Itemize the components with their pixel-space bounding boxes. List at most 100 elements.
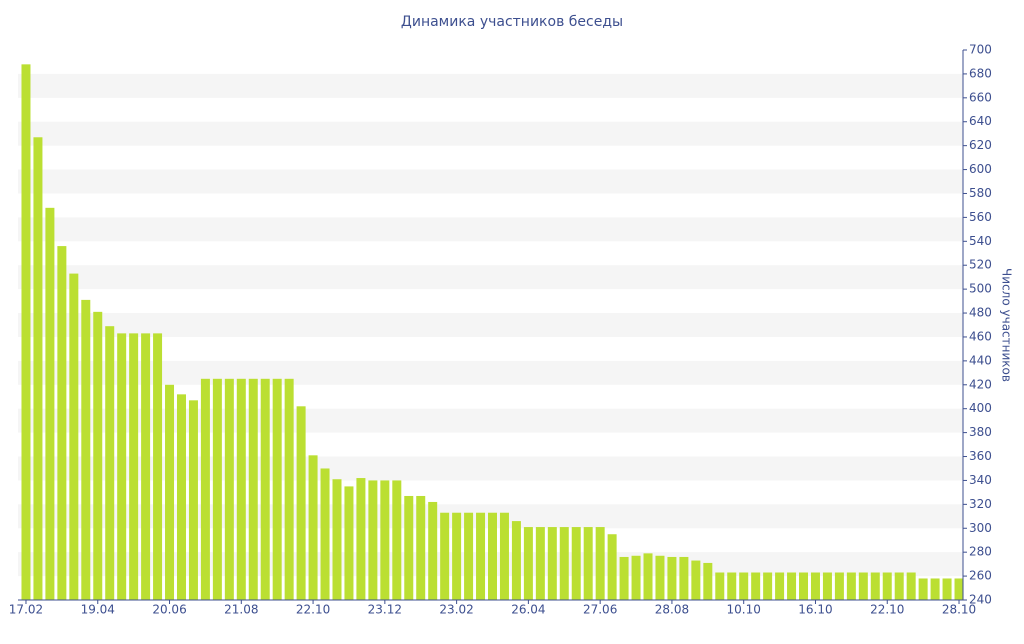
bar xyxy=(69,273,79,600)
bar xyxy=(93,311,103,600)
y-tick-label: 640 xyxy=(969,114,992,128)
bar xyxy=(344,486,354,600)
bar xyxy=(464,512,474,600)
x-tick-label: 16.10 xyxy=(798,603,832,617)
y-tick-label: 540 xyxy=(969,234,992,248)
bar xyxy=(81,299,91,600)
bar xyxy=(236,378,246,600)
x-tick-label: 21.08 xyxy=(224,603,258,617)
bar xyxy=(476,512,486,600)
bar xyxy=(954,578,964,600)
bar xyxy=(930,578,940,600)
bar xyxy=(607,534,617,600)
y-tick-label: 360 xyxy=(969,449,992,463)
bar xyxy=(631,555,641,600)
bar xyxy=(117,333,127,600)
bar xyxy=(559,527,569,600)
bar xyxy=(727,572,737,600)
y-tick-label: 620 xyxy=(969,138,992,152)
y-tick-label: 560 xyxy=(969,210,992,224)
y-tick-label: 280 xyxy=(969,545,992,559)
y-tick-label: 420 xyxy=(969,377,992,391)
y-tick-label: 380 xyxy=(969,425,992,439)
bar xyxy=(870,572,880,600)
bar xyxy=(105,326,115,600)
y-tick-label: 260 xyxy=(969,569,992,583)
y-tick-label: 460 xyxy=(969,329,992,343)
bar xyxy=(45,207,55,600)
bar xyxy=(799,572,809,600)
bar xyxy=(571,527,581,600)
bar xyxy=(272,378,282,600)
bar xyxy=(667,556,677,600)
y-axis-title: Число участников xyxy=(1000,268,1014,382)
x-tick-label: 26.04 xyxy=(511,603,545,617)
y-tick-label: 700 xyxy=(969,43,992,57)
bar xyxy=(703,562,713,600)
bar xyxy=(260,378,270,600)
bar xyxy=(33,137,43,601)
bar xyxy=(416,495,426,600)
bar xyxy=(918,578,928,600)
bar xyxy=(440,512,450,600)
y-tick-label: 680 xyxy=(969,66,992,80)
bar xyxy=(356,478,366,600)
y-tick-label: 320 xyxy=(969,497,992,511)
bar xyxy=(787,572,797,600)
y-tick-label: 660 xyxy=(969,90,992,104)
y-tick-label: 500 xyxy=(969,282,992,296)
grid-band xyxy=(18,121,963,146)
y-tick-label: 340 xyxy=(969,473,992,487)
bar xyxy=(212,378,222,600)
bar xyxy=(200,378,210,600)
bar xyxy=(57,246,67,600)
bar xyxy=(308,455,318,600)
bar xyxy=(679,556,689,600)
grid-band xyxy=(18,265,963,290)
bar xyxy=(224,378,234,600)
bar xyxy=(655,555,665,600)
bar xyxy=(404,495,414,600)
bar xyxy=(619,556,629,600)
bar xyxy=(129,333,139,600)
grid-band xyxy=(18,217,963,242)
y-tick-label: 600 xyxy=(969,162,992,176)
y-tick-label: 580 xyxy=(969,186,992,200)
bar xyxy=(858,572,868,600)
bar xyxy=(882,572,892,600)
bar xyxy=(535,527,545,600)
bar xyxy=(583,527,593,600)
bar xyxy=(763,572,773,600)
bar xyxy=(296,406,306,600)
x-tick-label: 28.10 xyxy=(942,603,976,617)
bar xyxy=(691,560,701,600)
y-tick-label: 300 xyxy=(969,521,992,535)
bar xyxy=(488,512,497,600)
x-tick-label: 23.12 xyxy=(368,603,402,617)
bar xyxy=(153,333,163,600)
y-tick-label: 480 xyxy=(969,306,992,320)
bar xyxy=(775,572,785,600)
y-tick-label: 440 xyxy=(969,353,992,367)
grid-band xyxy=(18,169,963,194)
bar xyxy=(822,572,832,600)
bar xyxy=(894,572,904,600)
bar xyxy=(452,512,462,600)
x-tick-label: 17.02 xyxy=(9,603,43,617)
bar xyxy=(547,527,557,600)
bar xyxy=(739,572,749,600)
bar xyxy=(165,384,175,600)
chart-title: Динамика участников беседы xyxy=(401,14,623,30)
bar xyxy=(906,572,916,600)
bar xyxy=(846,572,856,600)
bar xyxy=(176,394,186,600)
y-tick-label: 240 xyxy=(969,593,992,607)
bar xyxy=(392,480,402,600)
x-tick-label: 22.10 xyxy=(296,603,330,617)
x-tick-label: 23.02 xyxy=(439,603,473,617)
y-tick-label: 400 xyxy=(969,401,992,415)
x-tick-label: 19.04 xyxy=(81,603,115,617)
bar xyxy=(21,64,31,600)
x-tick-label: 27.06 xyxy=(583,603,617,617)
